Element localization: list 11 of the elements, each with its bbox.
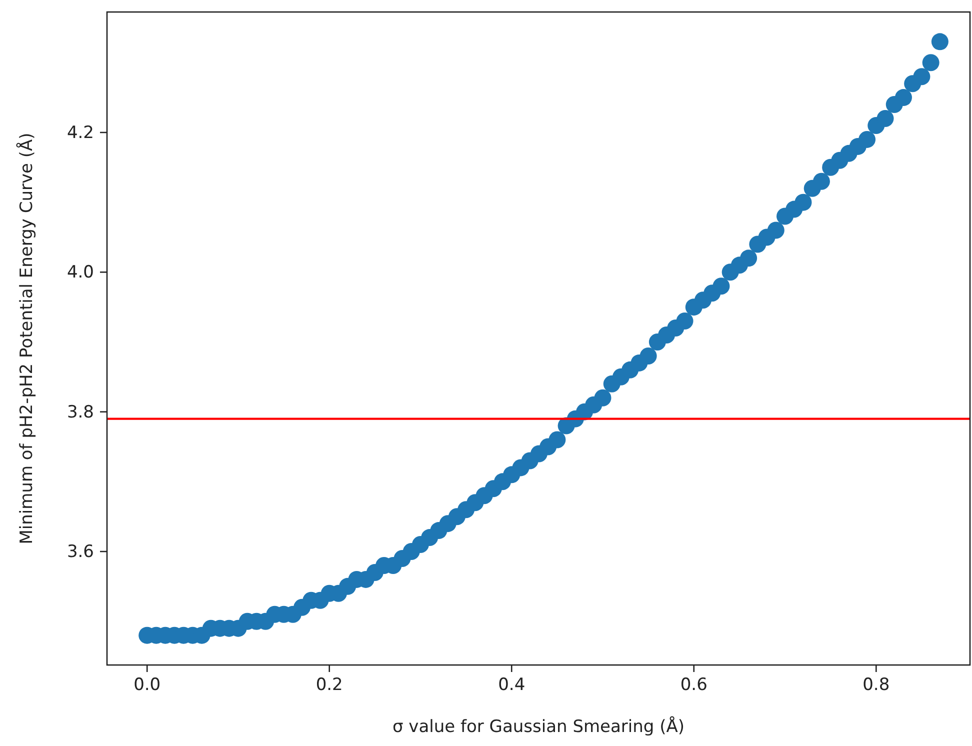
x-tick-label: 0.2 xyxy=(316,675,343,696)
x-tick-label: 0.4 xyxy=(498,675,526,696)
y-axis-title: Minimum of pH2-pH2 Potential Energy Curve (Å) xyxy=(16,132,37,544)
x-tick-label: 0.6 xyxy=(680,675,708,696)
y-tick-label: 3.8 xyxy=(66,402,94,422)
y-tick-label: 3.6 xyxy=(66,542,94,562)
x-tick-label: 0.0 xyxy=(134,675,161,696)
y-tick-label: 4.2 xyxy=(66,122,94,143)
x-tick-label: 0.8 xyxy=(862,675,890,696)
x-axis-title: σ value for Gaussian Smearing (Å) xyxy=(392,716,684,737)
y-tick-label: 4.0 xyxy=(66,262,94,283)
